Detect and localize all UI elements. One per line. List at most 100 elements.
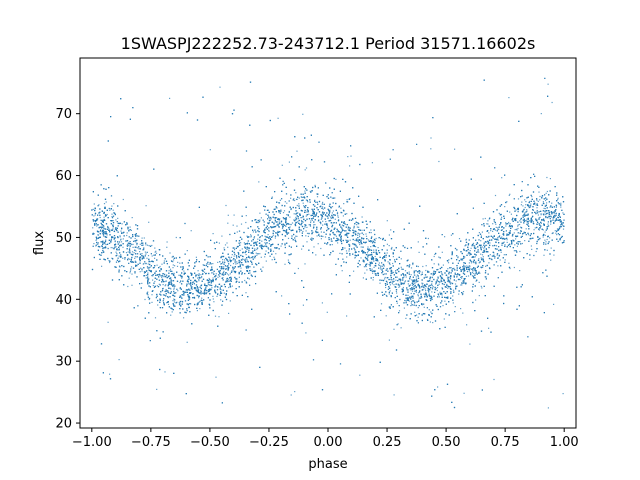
data-point [370, 249, 372, 251]
data-point [392, 256, 394, 258]
data-point [273, 256, 275, 258]
data-point [224, 261, 226, 263]
data-point [231, 270, 233, 272]
data-point [513, 232, 515, 234]
data-point [241, 264, 243, 266]
data-point [341, 228, 343, 230]
data-point [493, 378, 495, 381]
data-point [307, 201, 309, 203]
data-point [478, 262, 480, 264]
data-point [432, 322, 434, 324]
data-point [474, 269, 476, 271]
data-point [431, 288, 434, 290]
data-point [163, 276, 165, 278]
data-point [469, 267, 471, 269]
data-point [438, 283, 440, 285]
data-point [377, 260, 379, 262]
data-point [103, 235, 105, 237]
data-point [535, 204, 537, 206]
data-point [216, 295, 218, 297]
data-point [546, 238, 548, 241]
data-point [240, 223, 243, 225]
data-point [287, 237, 290, 239]
data-point [454, 283, 457, 285]
data-point [423, 293, 425, 295]
data-point [438, 294, 440, 296]
data-point [478, 258, 480, 260]
data-point [482, 266, 484, 268]
data-point [167, 297, 169, 299]
data-point [369, 261, 371, 263]
data-point [197, 277, 199, 279]
data-point [464, 265, 466, 267]
data-point [435, 283, 437, 285]
data-point [236, 257, 238, 259]
data-point [331, 212, 333, 214]
data-point [460, 276, 462, 278]
data-point [360, 246, 362, 248]
data-point [403, 283, 405, 285]
data-point [363, 266, 365, 268]
data-point [538, 191, 540, 193]
data-point [302, 113, 304, 115]
data-point [454, 272, 456, 274]
data-point [255, 252, 257, 254]
data-point [544, 208, 546, 210]
data-point [396, 302, 398, 304]
data-point [465, 275, 467, 277]
data-point [291, 222, 294, 224]
data-point [471, 275, 474, 277]
data-point [438, 160, 440, 163]
data-point [94, 214, 96, 216]
data-point [92, 227, 94, 229]
data-point [154, 247, 156, 249]
data-point [417, 241, 419, 243]
data-point [403, 307, 405, 309]
data-point [372, 276, 374, 279]
data-point [543, 243, 545, 245]
data-point [370, 241, 372, 243]
data-point [514, 229, 516, 231]
data-point [365, 233, 367, 235]
data-point [309, 190, 311, 192]
data-point [120, 230, 122, 232]
data-point [183, 270, 185, 272]
data-point [217, 276, 219, 278]
data-point [346, 315, 348, 317]
data-point [156, 285, 158, 287]
data-point [374, 255, 376, 258]
data-point [485, 244, 488, 246]
data-point [416, 314, 418, 316]
data-point [177, 290, 179, 292]
data-point [103, 203, 106, 205]
data-point [147, 263, 149, 265]
data-point [417, 307, 419, 309]
data-point [148, 221, 150, 223]
data-point [537, 200, 539, 202]
data-point [338, 219, 340, 221]
data-point [297, 218, 300, 220]
data-point [200, 277, 202, 279]
data-point [245, 254, 247, 256]
data-point [472, 245, 474, 247]
data-point [527, 224, 529, 226]
data-point [339, 252, 341, 254]
data-point [443, 318, 445, 320]
data-point [158, 283, 160, 285]
data-point [172, 267, 174, 269]
data-point [221, 235, 223, 237]
data-point [385, 286, 387, 289]
data-point [560, 202, 562, 204]
data-point [305, 230, 307, 232]
data-point [462, 291, 465, 293]
data-point [265, 250, 267, 252]
data-point [241, 258, 244, 260]
data-point [472, 242, 475, 244]
data-point [458, 293, 460, 295]
data-point [325, 215, 327, 217]
data-point [272, 234, 274, 236]
data-point [230, 264, 232, 267]
data-point [377, 247, 379, 249]
data-point [540, 214, 542, 216]
data-point [477, 250, 479, 252]
